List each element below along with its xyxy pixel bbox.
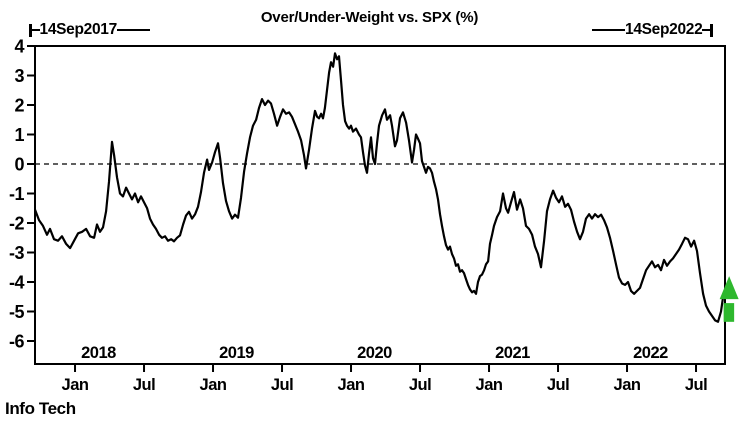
x-axis-month-label: Jan	[338, 376, 365, 394]
y-axis-tick-label: -4	[9, 273, 24, 293]
up-arrow-head-icon	[719, 276, 739, 300]
y-axis-tick-label: 3	[14, 66, 24, 86]
y-axis-tick-label: 1	[14, 125, 24, 145]
series-footer-label: Info Tech	[5, 399, 76, 418]
x-axis-month-label: Jul	[547, 376, 569, 394]
end-date-text: 14Sep2022	[625, 21, 703, 38]
end-date-tick-icon	[710, 23, 713, 37]
x-axis-year-label: 2019	[219, 344, 254, 362]
end-date-label: 14Sep2022	[592, 21, 713, 38]
y-axis-tick-label: 4	[14, 37, 24, 57]
start-date-label: 14Sep2017	[29, 21, 150, 38]
y-axis-tick-label: 0	[14, 155, 24, 175]
up-arrow-stem-icon	[723, 303, 735, 322]
x-axis-year-label: 2022	[633, 344, 668, 362]
series-line	[33, 52, 727, 323]
y-axis-tick-label: -1	[9, 184, 24, 204]
y-axis-tick-label: -3	[9, 243, 24, 263]
start-date-dash-icon	[31, 28, 40, 32]
x-axis-month-label: Jan	[200, 376, 227, 394]
y-axis-tick-label: 2	[14, 96, 24, 116]
plot-frame	[34, 45, 726, 365]
end-date-lead-dash-icon	[592, 28, 625, 32]
start-date-text: 14Sep2017	[39, 21, 118, 38]
x-axis-month-label: Jul	[133, 376, 155, 394]
y-axis-tick-label: -2	[9, 214, 24, 234]
x-axis-month-label: Jan	[614, 376, 641, 394]
x-axis-month-label: Jan	[476, 376, 503, 394]
start-date-trail-dash-icon	[116, 28, 150, 32]
x-axis-year-label: 2020	[357, 344, 392, 362]
x-axis-month-label: Jul	[409, 376, 431, 394]
y-axis-tick-label: -5	[9, 302, 24, 322]
start-date-tick-icon	[29, 23, 32, 37]
end-date-dash-icon	[702, 28, 711, 32]
x-axis-month-label: Jul	[685, 376, 707, 394]
x-axis-month-label: Jan	[62, 376, 89, 394]
chart-title: Over/Under-Weight vs. SPX (%)	[260, 9, 479, 26]
y-axis-tick-label: -6	[9, 332, 24, 352]
x-axis-month-label: Jul	[271, 376, 293, 394]
x-axis-year-label: 2018	[81, 344, 116, 362]
x-axis-year-label: 2021	[495, 344, 530, 362]
